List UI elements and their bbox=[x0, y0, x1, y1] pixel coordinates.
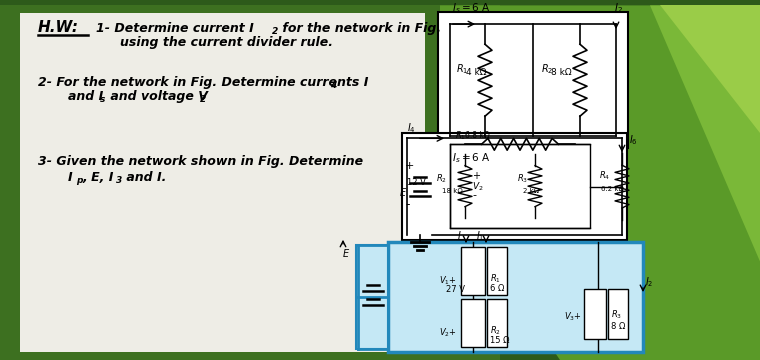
Text: +: + bbox=[472, 171, 480, 181]
Text: for the network in Fig.: for the network in Fig. bbox=[278, 22, 441, 35]
Text: s: s bbox=[100, 95, 106, 104]
Polygon shape bbox=[20, 13, 425, 352]
Text: $R_2$: $R_2$ bbox=[490, 324, 501, 337]
Text: $I_2$: $I_2$ bbox=[645, 275, 654, 289]
Text: $V_2$: $V_2$ bbox=[472, 181, 483, 193]
Text: 6 Ω: 6 Ω bbox=[490, 284, 505, 293]
Text: 18 kΩ: 18 kΩ bbox=[442, 188, 463, 194]
Text: p: p bbox=[76, 176, 83, 185]
Text: $R_3$: $R_3$ bbox=[517, 173, 528, 185]
Bar bbox=[461, 299, 485, 347]
Text: and I: and I bbox=[68, 90, 103, 103]
Text: $R_4$: $R_4$ bbox=[599, 170, 610, 182]
Text: +: + bbox=[405, 161, 414, 171]
Text: 4: 4 bbox=[330, 81, 336, 90]
Polygon shape bbox=[440, 5, 760, 360]
Text: -: - bbox=[405, 198, 410, 211]
Text: I: I bbox=[458, 231, 461, 241]
Bar bbox=[438, 12, 628, 148]
Bar bbox=[608, 289, 628, 339]
Text: $I_4$: $I_4$ bbox=[407, 121, 416, 135]
Text: 1- Determine current I: 1- Determine current I bbox=[96, 22, 254, 35]
Text: E: E bbox=[343, 248, 349, 258]
Text: 2- For the network in Fig. Determine currents I: 2- For the network in Fig. Determine cur… bbox=[38, 76, 369, 89]
Text: $I_1$: $I_1$ bbox=[476, 229, 484, 243]
Bar bbox=[584, 289, 606, 339]
Text: $R_2$: $R_2$ bbox=[436, 173, 447, 185]
Text: 3: 3 bbox=[116, 176, 122, 185]
Text: 4 kΩ: 4 kΩ bbox=[466, 68, 486, 77]
Text: and I.: and I. bbox=[122, 171, 166, 184]
Bar bbox=[487, 247, 507, 295]
Text: 8 Ω: 8 Ω bbox=[611, 323, 625, 332]
Text: $V_1$+: $V_1$+ bbox=[439, 274, 457, 287]
Text: 2 kΩ: 2 kΩ bbox=[523, 188, 539, 194]
Text: $R_1$: $R_1$ bbox=[490, 272, 501, 285]
Text: 2: 2 bbox=[272, 27, 278, 36]
Text: 12 V: 12 V bbox=[407, 178, 426, 187]
Polygon shape bbox=[0, 5, 500, 360]
Text: $I_6$: $I_6$ bbox=[629, 133, 638, 147]
Polygon shape bbox=[660, 5, 760, 134]
Bar bbox=[402, 134, 627, 240]
Bar bbox=[356, 245, 388, 349]
Text: using the current divider rule.: using the current divider rule. bbox=[120, 36, 333, 49]
Text: $R_1$: $R_1$ bbox=[456, 62, 468, 76]
Text: 3- Given the network shown in Fig. Determine: 3- Given the network shown in Fig. Deter… bbox=[38, 155, 363, 168]
Text: 8 kΩ: 8 kΩ bbox=[551, 68, 572, 77]
Text: I: I bbox=[68, 171, 73, 184]
Text: H.W:: H.W: bbox=[38, 20, 79, 35]
Text: $I_2$: $I_2$ bbox=[614, 1, 623, 15]
Text: 15 Ω: 15 Ω bbox=[490, 336, 509, 345]
Text: $R_1$: $R_1$ bbox=[455, 129, 466, 142]
Text: 2: 2 bbox=[200, 95, 206, 104]
Polygon shape bbox=[560, 5, 760, 261]
Text: $V_2$+: $V_2$+ bbox=[439, 327, 457, 339]
Bar bbox=[461, 247, 485, 295]
Text: $R_2$: $R_2$ bbox=[541, 62, 553, 76]
Text: -: - bbox=[472, 190, 476, 201]
Text: $V_3$+: $V_3$+ bbox=[564, 311, 581, 323]
Text: , E, I: , E, I bbox=[82, 171, 113, 184]
Text: 27 V: 27 V bbox=[446, 285, 465, 294]
Text: $I_s = 6$ A: $I_s = 6$ A bbox=[452, 1, 491, 15]
Text: $I_s = 6$ A: $I_s = 6$ A bbox=[452, 151, 491, 165]
Text: and voltage V: and voltage V bbox=[106, 90, 208, 103]
Bar bbox=[487, 299, 507, 347]
Text: $R_3$: $R_3$ bbox=[611, 309, 622, 321]
Text: 6.8 kΩ: 6.8 kΩ bbox=[465, 131, 489, 140]
Bar bbox=[388, 242, 643, 352]
Bar bbox=[450, 144, 590, 228]
Text: E: E bbox=[400, 189, 406, 198]
Polygon shape bbox=[0, 5, 760, 360]
Text: 6.2 kΩ: 6.2 kΩ bbox=[601, 185, 624, 192]
